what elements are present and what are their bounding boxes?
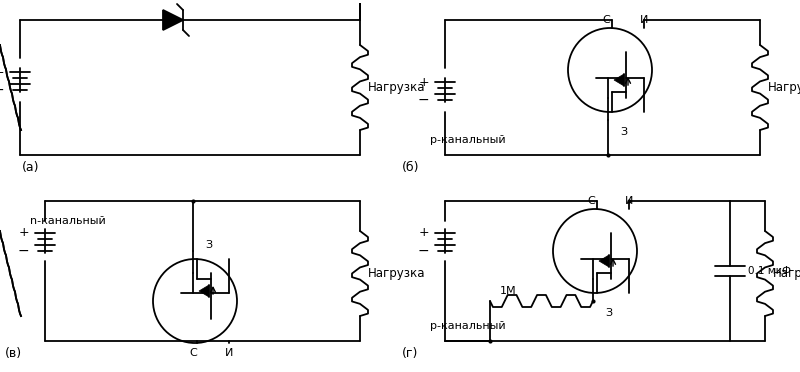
Text: +: + (418, 227, 429, 240)
Text: Нагрузка: Нагрузка (768, 80, 800, 93)
Text: (г): (г) (402, 347, 418, 360)
Text: −: − (418, 93, 429, 107)
Text: 0.1 мкФ: 0.1 мкФ (748, 266, 791, 276)
Text: −: − (18, 244, 29, 258)
Text: И: И (640, 15, 648, 25)
Text: Нагрузка: Нагрузка (368, 80, 426, 93)
Text: (в): (в) (5, 347, 22, 360)
Text: (а): (а) (22, 161, 39, 174)
Polygon shape (163, 10, 183, 30)
Text: И: И (625, 196, 633, 206)
Text: −: − (0, 83, 4, 97)
Text: С: С (602, 15, 610, 25)
Polygon shape (599, 255, 609, 267)
Text: 1М: 1М (500, 286, 517, 296)
Text: С: С (587, 196, 595, 206)
Polygon shape (199, 285, 209, 297)
Text: −: − (418, 244, 429, 258)
Text: +: + (18, 227, 29, 240)
Text: З: З (605, 308, 612, 318)
Text: И: И (225, 348, 233, 358)
Text: +: + (0, 65, 4, 78)
Text: n-канальный: n-канальный (30, 216, 106, 226)
Polygon shape (614, 74, 624, 86)
Text: З: З (620, 127, 627, 137)
Text: Нагрузка: Нагрузка (773, 266, 800, 279)
Text: р-канальный: р-канальный (430, 321, 506, 331)
Text: (б): (б) (402, 161, 419, 174)
Text: р-канальный: р-канальный (430, 135, 506, 145)
Text: С: С (189, 348, 197, 358)
Text: +: + (418, 76, 429, 89)
Text: З: З (205, 240, 212, 250)
Text: Нагрузка: Нагрузка (368, 266, 426, 279)
